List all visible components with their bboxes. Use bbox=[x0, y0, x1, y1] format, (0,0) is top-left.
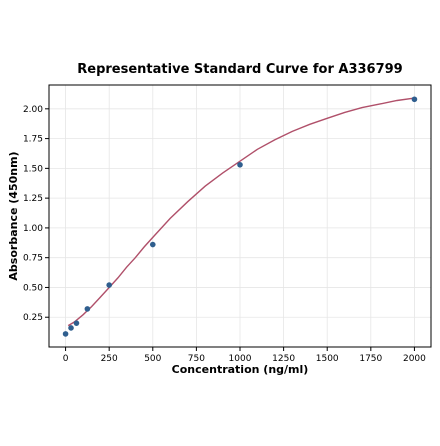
x-axis-ticks: 0 250 500 750 1000 1250 1500 1750 2000 bbox=[63, 347, 426, 364]
x-tick-label: 1750 bbox=[359, 354, 382, 364]
y-tick-label: 2.00 bbox=[23, 105, 43, 115]
grid bbox=[49, 85, 431, 347]
x-tick-label: 1000 bbox=[229, 354, 252, 364]
chart-title: Representative Standard Curve for A33679… bbox=[77, 62, 402, 77]
data-point bbox=[106, 282, 112, 288]
x-tick-label: 1250 bbox=[272, 354, 295, 364]
x-tick-label: 0 bbox=[63, 354, 69, 364]
data-point bbox=[68, 325, 74, 331]
data-points-layer bbox=[62, 96, 418, 337]
x-tick-label: 2000 bbox=[403, 354, 426, 364]
y-tick-label: 1.00 bbox=[23, 224, 43, 234]
data-point bbox=[237, 161, 243, 168]
x-tick-label: 1500 bbox=[316, 354, 339, 364]
y-tick-label: 1.75 bbox=[23, 135, 43, 145]
data-point bbox=[62, 331, 69, 337]
x-tick-label: 250 bbox=[101, 354, 118, 364]
y-tick-label: 0.50 bbox=[23, 283, 43, 293]
y-axis-ticks: 0.25 0.50 0.75 1.00 1.25 1.50 1.75 2.00 bbox=[23, 105, 49, 323]
x-axis-label: Concentration (ng/ml) bbox=[172, 363, 309, 376]
y-tick-label: 0.25 bbox=[23, 313, 43, 323]
x-tick-label: 750 bbox=[188, 354, 205, 364]
data-point bbox=[84, 306, 91, 312]
data-point bbox=[149, 241, 156, 248]
fit-curve-line bbox=[67, 97, 415, 327]
x-tick-label: 500 bbox=[144, 354, 161, 364]
data-point bbox=[411, 96, 418, 103]
y-axis-label: Absorbance (450nm) bbox=[7, 151, 20, 280]
fit-curve-layer bbox=[67, 97, 415, 327]
y-tick-label: 1.25 bbox=[23, 194, 43, 204]
data-point bbox=[73, 320, 80, 326]
y-tick-label: 1.50 bbox=[23, 164, 43, 174]
y-tick-label: 0.75 bbox=[23, 254, 43, 264]
